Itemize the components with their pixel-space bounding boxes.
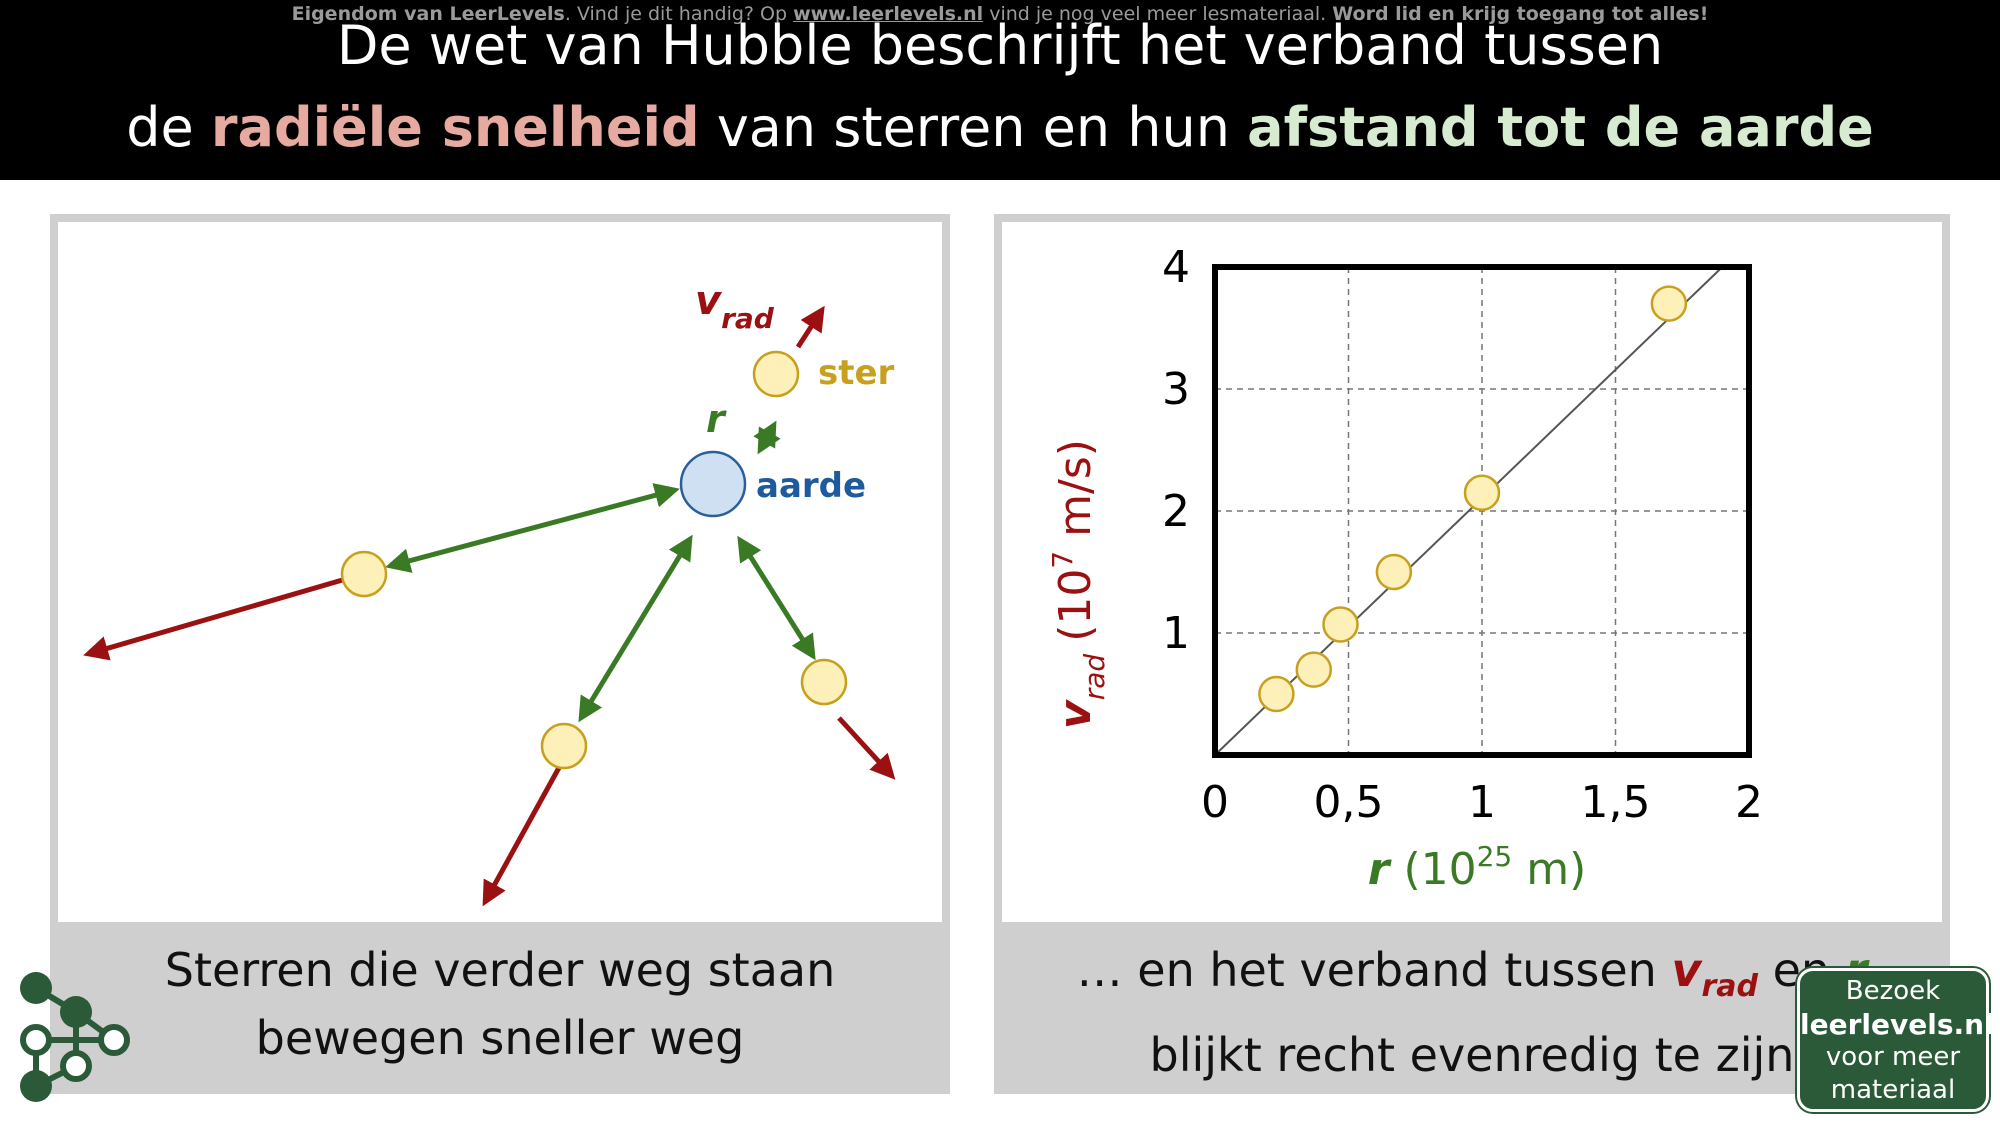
x-tick-labels: 0 0,5 1 1,5 2	[1201, 777, 1763, 828]
right-caption-line-2: blijkt recht evenredig te zijn	[1149, 1028, 1795, 1083]
title-line2-pre: de	[126, 96, 211, 159]
velocity-arrow-bottom	[482, 762, 564, 907]
left-caption-line-1: Sterren die verder weg staan	[164, 943, 836, 997]
title-highlight-distance: afstand tot de aarde	[1247, 96, 1874, 159]
header-banner: Eigendom van LeerLevels. Vind je dit han…	[0, 0, 2000, 180]
velocity-arrow-right	[837, 716, 896, 780]
right-caption: … en het verband tussen vrad en r blijkt…	[994, 936, 1950, 1089]
distance-arrow-top	[753, 420, 781, 455]
y-axis-label: vrad(107 m/s)	[1046, 439, 1111, 729]
title-line2-mid: van sterren en hun	[699, 96, 1248, 159]
x-tick-label: 0	[1201, 777, 1229, 828]
data-point	[1295, 651, 1333, 688]
y-tick-label: 3	[1162, 364, 1190, 415]
star-left	[340, 550, 388, 598]
data-point	[1463, 474, 1501, 511]
x-tick-label: 2	[1735, 777, 1763, 828]
data-point	[1375, 553, 1413, 591]
distance-arrow-left	[385, 483, 680, 573]
y-tick-label: 4	[1162, 242, 1190, 293]
y-tick-labels: 1 2 3 4	[1162, 242, 1190, 659]
chart-area: 0 0,5 1 1,5 2 1 2 3 4 r (1025 m) vrad(107 m/s)	[1002, 222, 1942, 922]
badge-line-4: materiaal	[1830, 1075, 1956, 1105]
distance-arrow-right	[737, 535, 816, 661]
star-top	[752, 350, 800, 398]
watermark-url-link[interactable]: www.leerlevels.nl	[793, 3, 984, 25]
velocity-arrow-top	[795, 305, 825, 349]
distance-arrow-bottom	[578, 534, 693, 723]
earth-label: aarde	[756, 466, 866, 506]
v-rad-label: vrad	[695, 278, 775, 335]
x-tick-label: 1	[1468, 777, 1496, 828]
y-tick-label: 2	[1162, 486, 1190, 537]
watermark-cta: Word lid en krijg toegang tot alles!	[1332, 3, 1709, 25]
badge-line-3: voor meer	[1825, 1042, 1961, 1072]
chart-grid	[1215, 267, 1749, 755]
leerlevels-logo-icon	[20, 972, 130, 1102]
data-points	[1258, 285, 1688, 713]
hubble-chart: 0 0,5 1 1,5 2 1 2 3 4 r (1025 m) vrad(107 m/s)	[1046, 242, 1763, 895]
visit-leerlevels-button[interactable]: Bezoek leerlevels.nl voor meer materiaal	[1797, 968, 1994, 1112]
right-caption-v: vrad	[1671, 943, 1758, 1005]
plot-frame	[1212, 264, 1752, 758]
x-tick-label: 0,5	[1314, 777, 1384, 828]
title-highlight-radial-speed: radiële snelheid	[210, 96, 700, 159]
earth	[679, 450, 747, 518]
left-panel: vrad ster r aarde Sterren die verder weg…	[50, 214, 950, 1094]
star-label: ster	[818, 353, 895, 393]
watermark-text1: . Vind je dit handig? Op	[564, 3, 794, 25]
star-bottom	[540, 722, 588, 770]
diagram-area: vrad ster r aarde	[58, 222, 942, 922]
y-tick-label: 1	[1162, 608, 1190, 659]
badge-line-2: leerlevels.nl	[1800, 1008, 1994, 1041]
left-caption-line-2: bewegen sneller weg	[255, 1011, 745, 1065]
left-caption: Sterren die verder weg staan bewegen sne…	[50, 936, 950, 1072]
watermark: Eigendom van LeerLevels. Vind je dit han…	[0, 2, 2000, 26]
title-line-2: de radiële snelheid van sterren en hun a…	[0, 96, 2000, 160]
velocity-arrow-left	[83, 571, 364, 661]
hubble-diagram: vrad ster r aarde	[83, 278, 896, 907]
title-line-1: De wet van Hubble beschrijft het verband…	[336, 14, 1664, 77]
x-axis-label: r (1025 m)	[1368, 840, 1587, 895]
right-caption-pre: … en het verband tussen	[1076, 943, 1672, 997]
data-point	[1322, 606, 1359, 643]
data-point	[1258, 675, 1295, 713]
data-point	[1650, 285, 1688, 322]
star-right	[800, 658, 848, 706]
x-tick-label: 1,5	[1581, 777, 1651, 828]
r-label: r	[706, 397, 727, 441]
badge-line-1: Bezoek	[1845, 976, 1941, 1006]
watermark-text2: vind je nog veel meer lesmateriaal.	[983, 3, 1333, 25]
watermark-owner: Eigendom van LeerLevels	[291, 3, 565, 25]
